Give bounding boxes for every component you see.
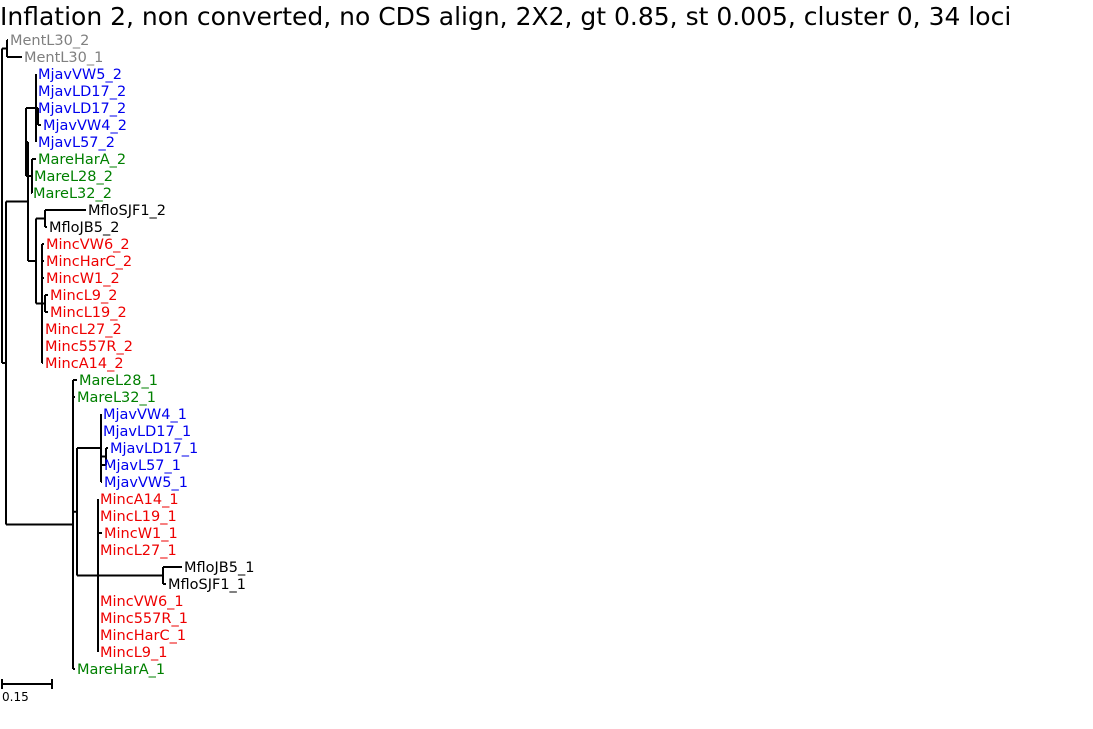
leaf-label: MjavLD17_1: [110, 441, 198, 457]
leaf-label: MjavVW5_2: [38, 67, 122, 83]
leaf-label: MjavLD17_2: [38, 101, 126, 117]
tree-title: Inflation 2, non converted, no CDS align…: [0, 2, 1011, 31]
leaf-label: MincHarC_1: [100, 628, 186, 644]
leaf-label: MjavLD17_2: [38, 84, 126, 100]
tree-branches: [1, 39, 182, 670]
scale-bar: 0.15: [1, 679, 53, 704]
leaf-label: MareHarA_2: [38, 152, 126, 168]
leaf-label: MfloSJF1_1: [168, 577, 246, 593]
leaf-label: MjavVW4_1: [103, 407, 187, 423]
leaf-labels: MentL30_2MentL30_1MjavVW5_2MjavLD17_2Mja…: [10, 33, 254, 678]
leaf-label: MjavVW5_1: [104, 475, 188, 491]
leaf-label: MjavL57_2: [38, 135, 115, 151]
leaf-label: MfloSJF1_2: [88, 203, 166, 219]
leaf-label: MfloJB5_2: [49, 220, 119, 236]
leaf-label: MjavLD17_1: [103, 424, 191, 440]
scale-bar-label: 0.15: [2, 690, 29, 704]
leaf-label: MincL27_2: [45, 322, 122, 338]
leaf-label: Minc557R_1: [100, 611, 188, 627]
leaf-label: MincL19_2: [50, 305, 127, 321]
leaf-label: MfloJB5_1: [184, 560, 254, 576]
leaf-label: MareL28_1: [79, 373, 158, 389]
leaf-label: MareL32_1: [77, 390, 156, 406]
leaf-label: MjavL57_1: [104, 458, 181, 474]
leaf-label: MincW1_1: [104, 526, 178, 542]
leaf-label: MentL30_1: [24, 50, 103, 66]
leaf-label: MentL30_2: [10, 33, 89, 49]
leaf-label: MincL9_2: [50, 288, 117, 304]
leaf-label: MincHarC_2: [46, 254, 132, 270]
leaf-label: MincL9_1: [100, 645, 167, 661]
leaf-label: Minc557R_2: [45, 339, 133, 355]
leaf-label: MareL28_2: [34, 169, 113, 185]
leaf-label: MincL27_1: [100, 543, 177, 559]
leaf-label: MincW1_2: [46, 271, 120, 287]
leaf-label: MincA14_2: [45, 356, 124, 372]
leaf-label: MjavVW4_2: [43, 118, 127, 134]
leaf-label: MareL32_2: [33, 186, 112, 202]
leaf-label: MincA14_1: [100, 492, 179, 508]
leaf-label: MincVW6_2: [46, 237, 130, 253]
leaf-label: MincVW6_1: [100, 594, 184, 610]
leaf-label: MareHarA_1: [77, 662, 165, 678]
leaf-label: MincL19_1: [100, 509, 177, 525]
